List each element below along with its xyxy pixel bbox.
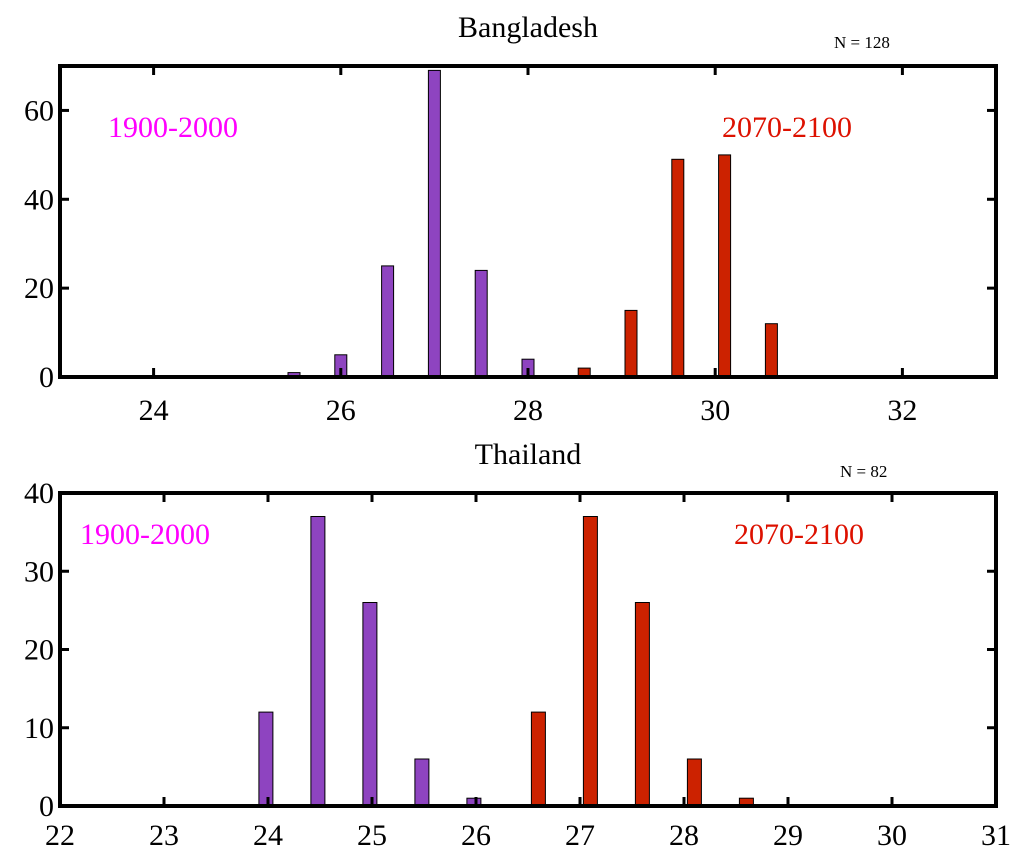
chart-1-xtick-label-6: 28 (669, 819, 699, 850)
chart-1-series-0-label: 1900-2000 (80, 518, 210, 551)
chart-0-series-0-bar-2 (381, 265, 395, 378)
chart-0-series-1-bar-3 (718, 154, 732, 378)
chart-1-xtick-label-1: 23 (149, 819, 179, 850)
chart-1-xtick-label-3: 25 (357, 819, 387, 850)
chart-0-xtick-label-0: 24 (139, 394, 169, 427)
chart-1-xtick-label-5: 27 (565, 819, 595, 850)
chart-0-series-1-bar-4 (764, 323, 778, 378)
chart-1-xtick-label-4: 26 (461, 819, 491, 850)
chart-1-series-1-label: 2070-2100 (734, 518, 864, 551)
chart-0-xtick-label-3: 30 (700, 394, 730, 427)
chart-1-series-1-bar-1 (582, 516, 598, 807)
chart-0-series-0-bar-3 (427, 69, 441, 378)
chart-1-series-1-bar-0 (530, 711, 546, 807)
chart-0-xtick-label-1: 26 (326, 394, 356, 427)
chart-1-xtick-label-9: 31 (981, 819, 1011, 850)
chart-1-series-0-bar-0 (258, 711, 274, 807)
chart-0-ytick-label-1: 20 (24, 272, 54, 305)
chart-1-n-label: N = 82 (840, 462, 887, 481)
chart-0-series-1-bar-2 (671, 158, 685, 378)
chart-0-xtick-label-2: 28 (513, 394, 543, 427)
chart-0-series-1-label: 2070-2100 (722, 111, 852, 144)
chart-1-title: Thailand (475, 438, 582, 471)
chart-0-title: Bangladesh (458, 11, 598, 44)
chart-1-xtick-label-0: 22 (45, 819, 75, 850)
chart-1-series-0-bar-3 (414, 758, 430, 807)
chart-1-xtick-label-8: 30 (877, 819, 907, 850)
chart-0-ytick-label-3: 60 (24, 94, 54, 127)
chart-1-ytick-label-0: 0 (39, 790, 54, 823)
chart-0-ytick-label-2: 40 (24, 183, 54, 216)
chart-1-ytick-label-3: 30 (24, 555, 54, 588)
chart-1-ytick-label-2: 20 (24, 634, 54, 667)
chart-0-series-0-bar-4 (474, 269, 488, 378)
chart-0-series-0-label: 1900-2000 (108, 111, 238, 144)
chart-1-ytick-label-1: 10 (24, 712, 54, 745)
chart-1-series-1-bar-2 (634, 602, 650, 807)
chart-0-n-label: N = 128 (834, 33, 890, 52)
chart-0-xtick-label-4: 32 (887, 394, 917, 427)
chart-1-xtick-label-7: 29 (773, 819, 803, 850)
chart-0-series-1-bar-1 (624, 309, 638, 378)
chart-1-xtick-label-2: 24 (253, 819, 283, 850)
chart-1-ytick-label-4: 40 (24, 477, 54, 510)
chart-1-series-1-bar-3 (686, 758, 702, 807)
chart-1-series-0-bar-1 (310, 516, 326, 807)
chart-1-series-0-bar-2 (362, 602, 378, 807)
chart-0-ytick-label-0: 0 (39, 361, 54, 394)
